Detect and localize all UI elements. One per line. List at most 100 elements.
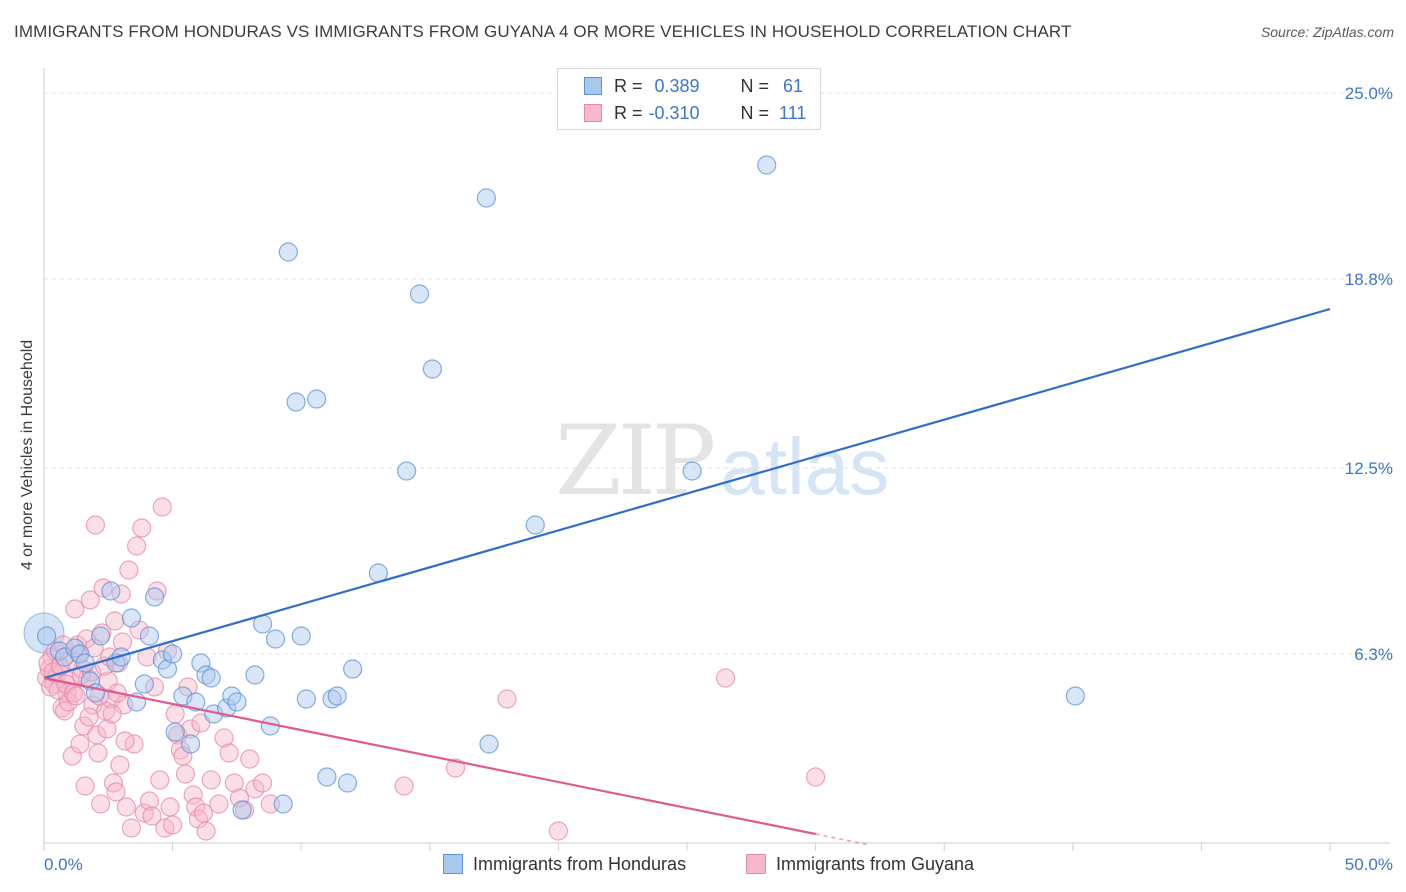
guyana-point <box>152 497 172 517</box>
honduras-point <box>222 686 242 706</box>
guyana-point <box>394 776 414 796</box>
guyana-point <box>209 794 229 814</box>
source-label: Source: ZipAtlas.com <box>1260 24 1394 40</box>
guyana-point <box>87 725 107 745</box>
honduras-r-label: R = <box>614 75 643 96</box>
guyana-point <box>165 704 185 724</box>
guyana-point <box>183 785 203 805</box>
honduras-point <box>144 587 165 607</box>
guyana-point <box>75 776 95 796</box>
honduras-point <box>476 188 496 208</box>
guyana-point <box>224 773 244 793</box>
honduras-point <box>409 284 430 304</box>
honduras-point <box>245 665 265 685</box>
guyana-trend-line <box>43 676 816 836</box>
guyana-point <box>155 818 175 838</box>
y-tick-label: 12.5% <box>1345 459 1393 478</box>
guyana-point <box>160 797 180 817</box>
honduras-point <box>227 692 247 712</box>
y-tick-label: 6.3% <box>1354 645 1393 664</box>
honduras-point <box>322 689 342 709</box>
guyana-point <box>112 632 133 652</box>
honduras-point <box>273 794 293 814</box>
honduras-point <box>181 734 201 754</box>
honduras-point <box>217 698 237 718</box>
honduras-point <box>101 581 121 601</box>
honduras-point <box>186 692 206 712</box>
honduras-point <box>196 665 216 685</box>
chart-title: IMMIGRANTS FROM HONDURAS VS IMMIGRANTS F… <box>14 22 1072 41</box>
guyana-point <box>139 791 160 811</box>
honduras-legend-label: Immigrants from Honduras <box>473 853 687 874</box>
honduras-point <box>317 767 337 787</box>
guyana-point <box>79 707 99 727</box>
honduras-r-value: 0.389 <box>654 75 700 96</box>
guyana-point <box>110 755 130 775</box>
honduras-point <box>134 674 154 694</box>
guyana-point <box>97 719 117 739</box>
guyana-trend-extension <box>815 833 868 846</box>
honduras-swatch <box>584 77 602 95</box>
honduras-point <box>286 392 306 412</box>
legend-item-honduras: Immigrants from Honduras <box>443 852 686 876</box>
guyana-swatch <box>584 104 602 122</box>
honduras-point <box>65 638 85 658</box>
guyana-point <box>219 743 239 763</box>
honduras-point <box>343 659 363 679</box>
guyana-point <box>245 779 265 799</box>
guyana-point <box>805 767 826 787</box>
honduras-point <box>337 773 358 793</box>
guyana-point <box>188 809 208 829</box>
honduras-point <box>163 644 183 664</box>
honduras-legend-swatch <box>443 854 463 874</box>
guyana-point <box>126 536 147 556</box>
honduras-point <box>278 242 298 262</box>
honduras-point <box>201 668 221 688</box>
honduras-point <box>327 686 347 706</box>
guyana-point <box>106 782 126 802</box>
guyana-point <box>84 638 104 658</box>
guyana-point <box>163 815 183 835</box>
honduras-point <box>152 650 172 670</box>
x-tick-label: 50.0% <box>1345 855 1393 874</box>
honduras-point <box>1065 686 1085 706</box>
guyana-point <box>445 758 466 778</box>
guyana-point <box>115 731 135 751</box>
honduras-n-label: N = <box>740 75 770 96</box>
guyana-r-label: R = <box>614 102 643 123</box>
honduras-point <box>525 515 545 535</box>
guyana-point <box>62 746 82 766</box>
guyana-point <box>90 794 111 814</box>
honduras-point <box>757 155 777 175</box>
guyana-point <box>186 797 206 817</box>
guyana-point <box>105 611 125 631</box>
guyana-point <box>150 770 170 790</box>
guyana-point <box>116 797 136 817</box>
honduras-point <box>682 461 702 481</box>
honduras-point <box>422 359 442 379</box>
guyana-legend-swatch <box>746 854 766 874</box>
guyana-point <box>181 719 201 739</box>
honduras-point <box>191 653 211 673</box>
correlation-legend: R = 0.389 N = 61 R = -0.310 N = 111 <box>557 68 821 130</box>
x-tick-label: 0.0% <box>44 855 83 874</box>
guyana-point <box>70 734 90 754</box>
guyana-point <box>715 668 736 688</box>
guyana-legend-label: Immigrants from Guyana <box>776 853 975 874</box>
guyana-point <box>93 578 113 598</box>
honduras-point <box>121 608 142 628</box>
guyana-point <box>88 743 108 763</box>
guyana-point <box>253 773 273 793</box>
guyana-point <box>65 599 85 619</box>
guyana-point <box>134 803 154 823</box>
y-tick-label: 25.0% <box>1345 84 1393 103</box>
honduras-point <box>165 722 185 742</box>
honduras-stats: R = 0.389 N = 61 <box>614 74 803 98</box>
honduras-point <box>291 626 311 646</box>
guyana-r-value: -0.310 <box>648 102 700 123</box>
honduras-point <box>36 626 57 646</box>
guyana-point <box>201 770 221 790</box>
guyana-point <box>196 821 216 841</box>
guyana-point <box>229 788 250 808</box>
